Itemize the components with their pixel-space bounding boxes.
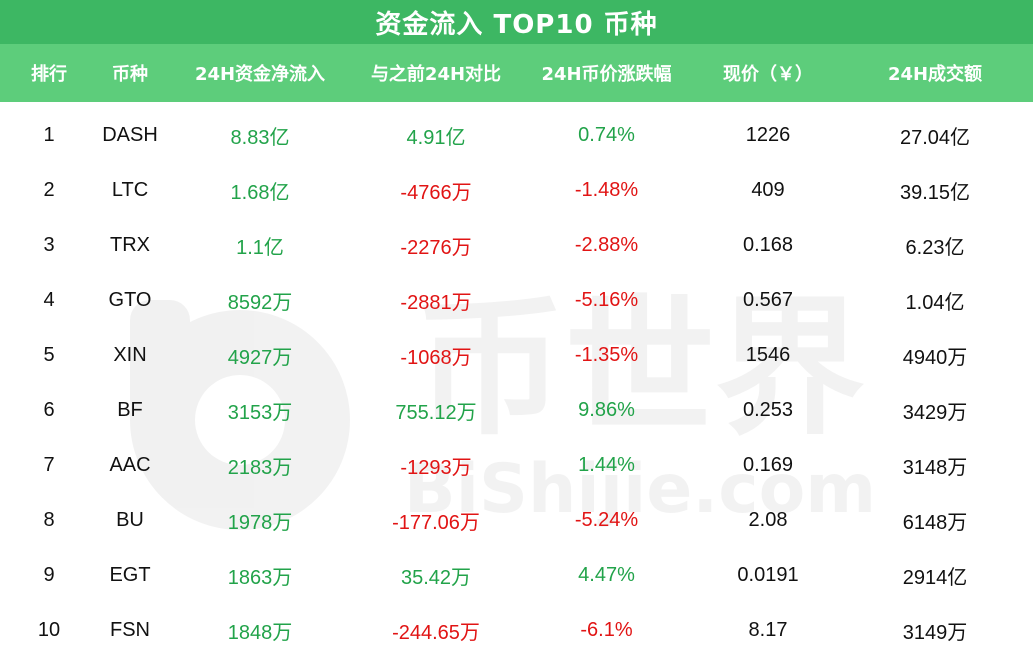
- page-title: 资金流入 TOP10 币种: [0, 0, 1033, 44]
- coin-cell: GTO: [108, 289, 152, 311]
- vs-prev-cell: -4766万: [400, 182, 472, 204]
- table-body: 1 DASH 8.83亿 4.91亿 0.74% 1226 27.04亿 2 L…: [0, 108, 1033, 658]
- price-cell: 2.08: [748, 509, 788, 531]
- rank-cell: 1: [43, 124, 55, 146]
- rank-cell: 5: [43, 344, 55, 366]
- net-inflow-cell: 8.83亿: [230, 127, 290, 149]
- vs-prev-cell: -2276万: [400, 237, 472, 259]
- volume-cell: 3149万: [902, 622, 968, 644]
- volume-cell: 6.23亿: [905, 237, 965, 259]
- price-cell: 0.168: [742, 234, 794, 256]
- change-cell: 1.44%: [578, 454, 635, 476]
- rank-cell: 6: [43, 399, 55, 421]
- table-row: 9 EGT 1863万 35.42万 4.47% 0.0191 2914亿: [0, 548, 1033, 603]
- net-inflow-cell: 1863万: [227, 567, 293, 589]
- change-cell: -5.16%: [574, 289, 639, 311]
- price-cell: 409: [751, 179, 785, 201]
- net-inflow-cell: 4927万: [227, 347, 293, 369]
- table-row: 10 FSN 1848万 -244.65万 -6.1% 8.17 3149万: [0, 603, 1033, 658]
- table-row: 3 TRX 1.1亿 -2276万 -2.88% 0.168 6.23亿: [0, 218, 1033, 273]
- net-inflow-cell: 3153万: [227, 402, 293, 424]
- coin-cell: LTC: [111, 179, 149, 201]
- rank-cell: 3: [43, 234, 55, 256]
- change-cell: 0.74%: [578, 124, 635, 146]
- header-price: 现价（￥）: [723, 64, 813, 85]
- vs-prev-cell: 35.42万: [400, 567, 472, 589]
- table-row: 4 GTO 8592万 -2881万 -5.16% 0.567 1.04亿: [0, 273, 1033, 328]
- change-cell: -5.24%: [574, 509, 639, 531]
- vs-prev-cell: -2881万: [400, 292, 472, 314]
- coin-cell: BF: [117, 399, 143, 421]
- coin-cell: BU: [116, 509, 144, 531]
- price-cell: 8.17: [748, 619, 788, 641]
- header-vs-prev: 与之前24H对比: [370, 64, 502, 85]
- coin-cell: XIN: [113, 344, 147, 366]
- rank-cell: 8: [43, 509, 55, 531]
- header-net-inflow: 24H资金净流入: [194, 64, 326, 85]
- volume-cell: 1.04亿: [905, 292, 965, 314]
- price-cell: 0.253: [742, 399, 794, 421]
- change-cell: -1.35%: [574, 344, 639, 366]
- price-cell: 0.169: [742, 454, 794, 476]
- coin-cell: AAC: [109, 454, 151, 476]
- volume-cell: 39.15亿: [899, 182, 971, 204]
- vs-prev-cell: -1293万: [400, 457, 472, 479]
- change-cell: -6.1%: [580, 619, 633, 641]
- table-row: 2 LTC 1.68亿 -4766万 -1.48% 409 39.15亿: [0, 163, 1033, 218]
- net-inflow-cell: 1.68亿: [230, 182, 290, 204]
- net-inflow-cell: 8592万: [227, 292, 293, 314]
- net-inflow-cell: 2183万: [227, 457, 293, 479]
- rank-cell: 2: [43, 179, 55, 201]
- table-row: 7 AAC 2183万 -1293万 1.44% 0.169 3148万: [0, 438, 1033, 493]
- vs-prev-cell: -177.06万: [392, 512, 480, 534]
- header-volume: 24H成交额: [887, 64, 983, 85]
- net-inflow-cell: 1848万: [227, 622, 293, 644]
- change-cell: 4.47%: [578, 564, 635, 586]
- price-cell: 1546: [745, 344, 791, 366]
- price-cell: 1226: [745, 124, 791, 146]
- net-inflow-cell: 1978万: [227, 512, 293, 534]
- table-row: 6 BF 3153万 755.12万 9.86% 0.253 3429万: [0, 383, 1033, 438]
- volume-cell: 4940万: [902, 347, 968, 369]
- rank-cell: 10: [37, 619, 61, 641]
- table-row: 1 DASH 8.83亿 4.91亿 0.74% 1226 27.04亿: [0, 108, 1033, 163]
- change-cell: 9.86%: [578, 399, 635, 421]
- volume-cell: 3148万: [902, 457, 968, 479]
- volume-cell: 6148万: [902, 512, 968, 534]
- coin-cell: EGT: [109, 564, 151, 586]
- net-inflow-cell: 1.1亿: [236, 237, 284, 259]
- vs-prev-cell: 755.12万: [395, 402, 477, 424]
- rank-cell: 7: [43, 454, 55, 476]
- table-row: 5 XIN 4927万 -1068万 -1.35% 1546 4940万: [0, 328, 1033, 383]
- header-price-change: 24H币价涨跌幅: [541, 64, 672, 85]
- vs-prev-cell: -1068万: [400, 347, 472, 369]
- volume-cell: 3429万: [902, 402, 968, 424]
- vs-prev-cell: -244.65万: [392, 622, 480, 644]
- price-cell: 0.567: [742, 289, 794, 311]
- rank-cell: 9: [43, 564, 55, 586]
- change-cell: -2.88%: [574, 234, 639, 256]
- coin-cell: DASH: [102, 124, 158, 146]
- table-header: 排行 币种 24H资金净流入 与之前24H对比 24H币价涨跌幅 现价（￥） 2…: [0, 44, 1033, 102]
- table-row: 8 BU 1978万 -177.06万 -5.24% 2.08 6148万: [0, 493, 1033, 548]
- coin-cell: TRX: [110, 234, 150, 256]
- coin-cell: FSN: [110, 619, 150, 641]
- volume-cell: 27.04亿: [899, 127, 971, 149]
- vs-prev-cell: 4.91亿: [406, 127, 466, 149]
- header-coin: 币种: [112, 64, 148, 85]
- change-cell: -1.48%: [574, 179, 639, 201]
- price-cell: 0.0191: [737, 564, 799, 586]
- rank-cell: 4: [43, 289, 55, 311]
- header-rank: 排行: [31, 64, 67, 85]
- volume-cell: 2914亿: [902, 567, 968, 589]
